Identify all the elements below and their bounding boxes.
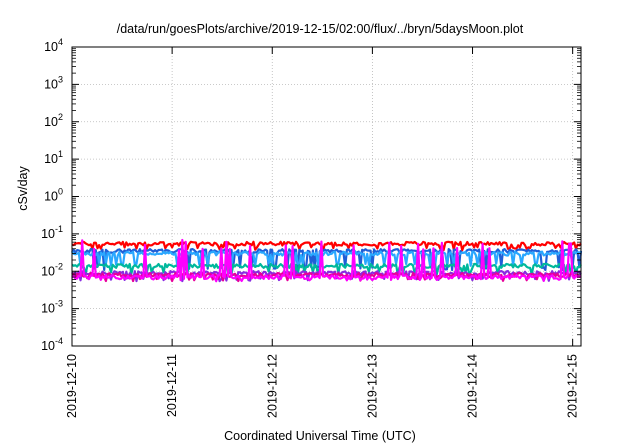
y-tick-label: 102: [44, 112, 63, 129]
x-tick-label: 2019-12-11: [165, 354, 179, 417]
y-tick-label: 10-4: [41, 336, 63, 353]
x-tick-label: 2019-12-14: [466, 354, 480, 418]
y-tick-label: 10-3: [41, 299, 63, 316]
x-tick-labels: 2019-12-10 2019-12-11 2019-12-12 2019-12-13…: [65, 354, 580, 418]
series-lines: [71, 238, 583, 283]
x-tick-label: 2019-12-10: [65, 354, 79, 418]
x-tick-label: 2019-12-13: [365, 354, 379, 418]
y-tick-label: 10-1: [41, 224, 63, 241]
x-tick-label: 2019-12-12: [265, 354, 279, 418]
y-tick-labels: 10-4 10-3 10-2 10-1 100 101 102 103 104: [41, 37, 63, 353]
series-line: [71, 262, 582, 276]
series-line: [71, 238, 582, 283]
y-axis-label: cSv/day: [16, 166, 30, 211]
x-axis-label: Coordinated Universal Time (UTC): [224, 429, 416, 443]
series-line: [71, 240, 582, 252]
y-tick-label: 103: [44, 74, 63, 91]
series-line: [71, 248, 583, 272]
grid-lines: [71, 47, 581, 346]
chart-title: /data/run/goesPlots/archive/2019-12-15/0…: [116, 22, 524, 36]
y-tick-label: 10-2: [41, 261, 63, 278]
y-tick-label: 104: [44, 37, 63, 54]
series-line: [71, 250, 582, 268]
axis-ticks: [71, 46, 581, 347]
y-tick-label: 100: [44, 187, 63, 204]
series-line: [71, 272, 582, 283]
x-tick-label: 2019-12-15: [566, 354, 580, 418]
y-tick-label: 101: [44, 149, 63, 166]
